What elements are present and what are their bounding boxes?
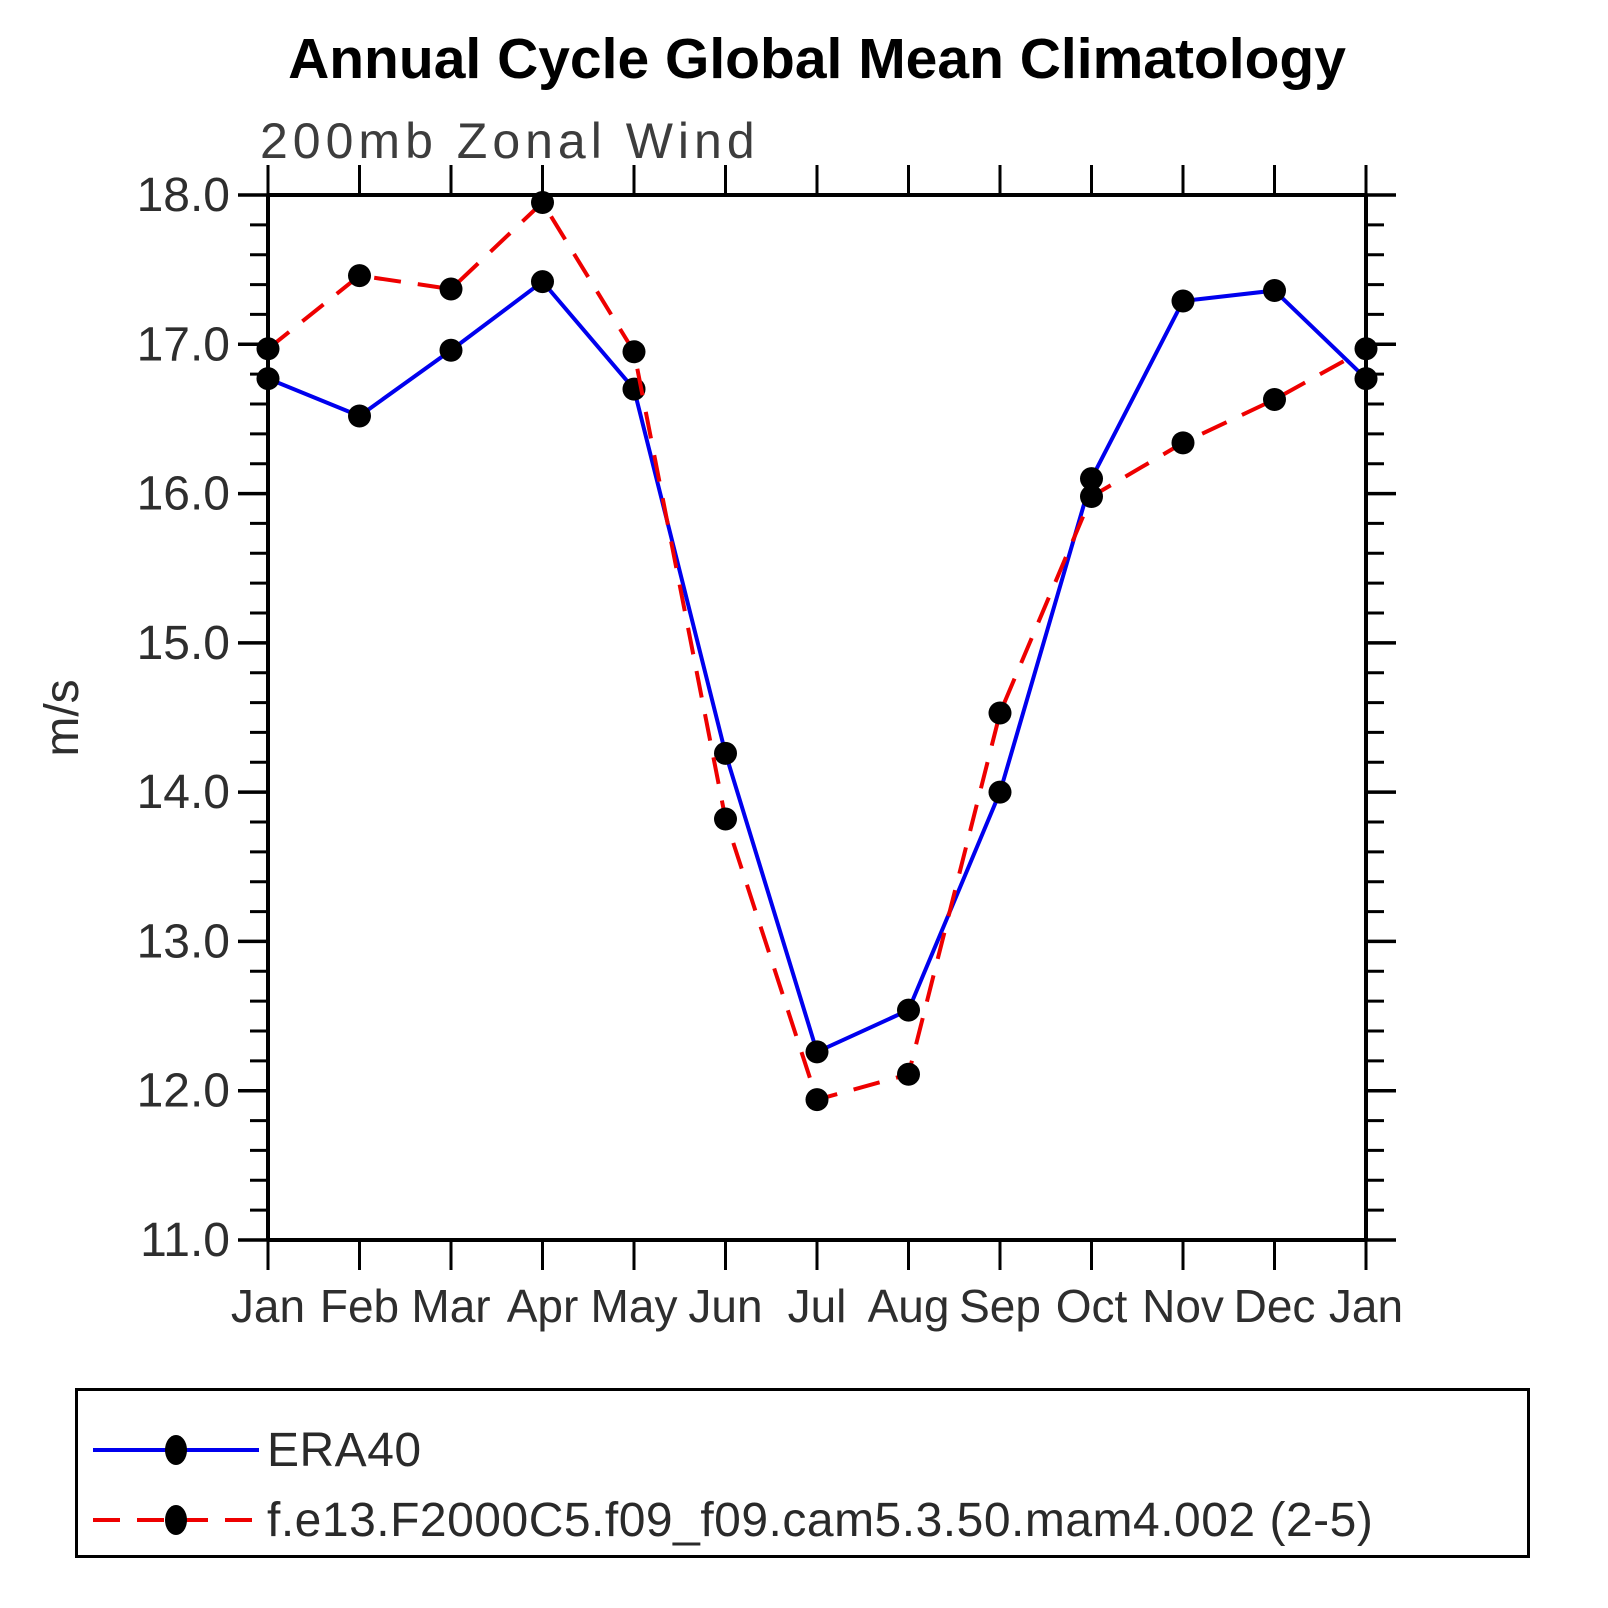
y-axis-title: m/s — [36, 679, 89, 756]
data-point — [1080, 467, 1103, 491]
series-model — [256, 190, 1378, 1112]
data-point — [531, 270, 554, 294]
x-tick-label: May — [591, 1280, 678, 1332]
chart-title: Annual Cycle Global Mean Climatology — [288, 27, 1346, 91]
legend: ERA40 f.e13.F2000C5.f09_f09.cam5.3.50.ma… — [75, 1388, 1530, 1558]
x-tick-label: Feb — [320, 1280, 399, 1332]
data-point — [348, 404, 371, 428]
y-ticks — [238, 193, 1396, 1242]
x-tick-label: Jul — [788, 1280, 847, 1332]
legend-label-model: f.e13.F2000C5.f09_f09.cam5.3.50.mam4.002… — [267, 1493, 1374, 1547]
data-point — [439, 338, 463, 362]
data-point — [1171, 289, 1195, 313]
y-tick-label: 14.0 — [137, 766, 230, 819]
x-tick-labels: Jan Feb Mar Apr May Jun Jul Aug Sep Oct Nov Dec Jan — [231, 1280, 1403, 1332]
legend-sample-model-line — [93, 1505, 259, 1535]
data-point — [439, 277, 463, 301]
data-point — [1354, 367, 1378, 391]
x-tick-label: Sep — [959, 1280, 1041, 1332]
legend-entry-model: f.e13.F2000C5.f09_f09.cam5.3.50.mam4.002… — [91, 1491, 1527, 1549]
y-tick-label: 16.0 — [137, 468, 230, 521]
y-tick-label: 12.0 — [137, 1065, 230, 1118]
x-tick-label: Jan — [1329, 1280, 1403, 1332]
y-tick-label: 11.0 — [140, 1214, 230, 1267]
x-tick-label: Apr — [507, 1280, 579, 1332]
x-tick-label: Jun — [688, 1280, 762, 1332]
x-tick-label: Nov — [1142, 1280, 1224, 1332]
data-point — [1171, 431, 1195, 455]
data-point — [1263, 388, 1286, 412]
data-point — [988, 780, 1012, 804]
data-point — [897, 998, 920, 1022]
data-point — [988, 701, 1012, 725]
data-point — [897, 1062, 920, 1086]
data-point — [256, 337, 280, 361]
x-tick-label: Aug — [868, 1280, 950, 1332]
legend-entry-era40: ERA40 — [91, 1421, 1527, 1479]
data-point — [622, 340, 646, 364]
data-point — [714, 741, 737, 765]
x-tick-label: Jan — [231, 1280, 305, 1332]
series-era40 — [256, 270, 1378, 1064]
legend-marker-dot — [165, 1435, 187, 1465]
y-tick-labels: 11.0 12.0 13.0 14.0 15.0 16.0 17.0 18.0 — [137, 169, 230, 1267]
legend-label-era40: ERA40 — [267, 1423, 422, 1477]
data-point — [256, 367, 280, 391]
y-tick-label: 17.0 — [137, 318, 230, 371]
data-point — [1263, 279, 1286, 303]
data-point — [531, 190, 554, 214]
y-tick-label: 13.0 — [137, 915, 230, 968]
data-point — [1354, 337, 1378, 361]
data-point — [805, 1040, 829, 1064]
y-tick-label: 18.0 — [137, 169, 230, 222]
data-point — [805, 1088, 829, 1112]
data-point — [714, 807, 737, 831]
data-point — [348, 264, 371, 288]
data-point — [1080, 485, 1103, 509]
month-ticks — [266, 165, 1368, 1270]
axes — [266, 193, 1368, 1242]
x-tick-label: Mar — [411, 1280, 490, 1332]
y-tick-label: 15.0 — [137, 617, 230, 670]
legend-marker-dot — [165, 1505, 187, 1535]
chart-subtitle: 200mb Zonal Wind — [260, 113, 760, 169]
x-tick-label: Dec — [1234, 1280, 1316, 1332]
legend-sample-era40-line — [93, 1435, 259, 1465]
x-tick-label: Oct — [1056, 1280, 1128, 1332]
